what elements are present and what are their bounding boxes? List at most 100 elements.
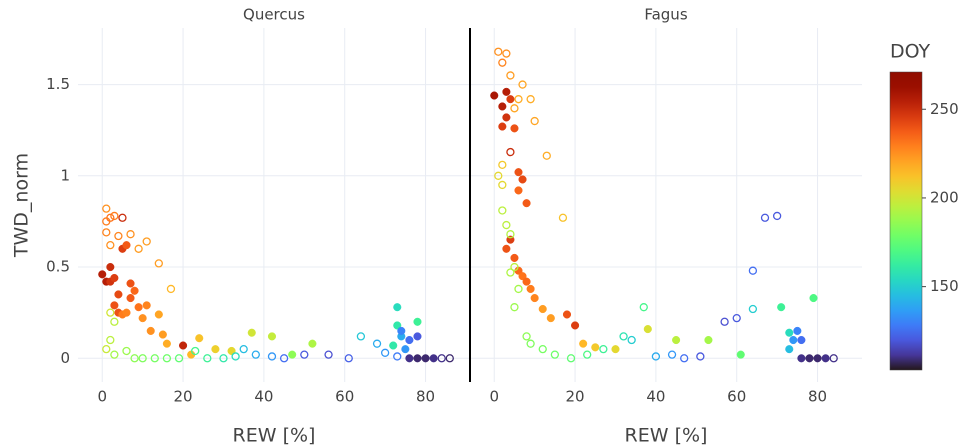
point bbox=[102, 228, 111, 237]
point bbox=[498, 180, 507, 190]
x-tick-label: 40 bbox=[254, 388, 273, 406]
x-tick-label: 0 bbox=[489, 388, 499, 406]
point bbox=[126, 294, 135, 303]
point bbox=[526, 339, 535, 348]
point bbox=[191, 346, 200, 356]
point bbox=[772, 211, 782, 221]
point bbox=[797, 354, 806, 363]
point bbox=[748, 266, 758, 275]
point bbox=[372, 339, 382, 348]
point bbox=[437, 354, 446, 363]
colorbar-tick-label: 150 bbox=[930, 277, 959, 295]
point bbox=[393, 303, 402, 312]
point bbox=[110, 317, 119, 326]
panel-title: Quercus bbox=[243, 6, 305, 24]
point bbox=[227, 346, 236, 356]
point bbox=[288, 350, 297, 359]
point bbox=[510, 262, 519, 272]
point bbox=[571, 321, 580, 330]
point bbox=[102, 345, 111, 354]
point bbox=[138, 314, 147, 323]
point bbox=[251, 350, 260, 359]
point bbox=[393, 321, 402, 330]
point bbox=[344, 354, 353, 363]
point bbox=[397, 326, 406, 335]
point bbox=[498, 122, 507, 131]
point bbox=[514, 284, 523, 294]
point bbox=[106, 240, 115, 250]
point bbox=[401, 345, 410, 354]
point bbox=[110, 273, 119, 283]
x-tick-label: 80 bbox=[416, 388, 435, 406]
point bbox=[122, 346, 131, 356]
point bbox=[130, 354, 139, 363]
point bbox=[389, 341, 398, 350]
point bbox=[106, 262, 115, 272]
point bbox=[736, 350, 745, 359]
point bbox=[267, 332, 277, 341]
point bbox=[114, 290, 123, 299]
point bbox=[510, 253, 519, 262]
point bbox=[793, 326, 802, 335]
point bbox=[239, 345, 248, 354]
point bbox=[789, 335, 798, 345]
point bbox=[154, 310, 163, 319]
point bbox=[502, 220, 511, 230]
point bbox=[122, 241, 131, 250]
point bbox=[506, 230, 515, 239]
point bbox=[102, 204, 111, 213]
point bbox=[154, 259, 163, 268]
point bbox=[704, 335, 713, 345]
point bbox=[583, 350, 592, 359]
point bbox=[510, 303, 519, 312]
point bbox=[558, 213, 568, 222]
point bbox=[522, 199, 531, 208]
point bbox=[110, 350, 119, 359]
point bbox=[142, 237, 151, 246]
point bbox=[134, 303, 143, 312]
point bbox=[118, 213, 127, 222]
x-tick-label: 80 bbox=[808, 388, 827, 406]
point bbox=[502, 49, 511, 58]
point bbox=[134, 244, 143, 253]
point bbox=[126, 279, 135, 288]
point bbox=[413, 354, 422, 363]
point bbox=[498, 102, 507, 111]
point bbox=[777, 303, 786, 312]
point bbox=[732, 313, 741, 323]
point bbox=[785, 345, 794, 354]
point bbox=[566, 354, 576, 363]
point bbox=[429, 354, 438, 363]
point bbox=[522, 332, 531, 341]
point bbox=[619, 332, 628, 341]
point bbox=[829, 354, 838, 363]
point bbox=[538, 345, 547, 354]
point bbox=[530, 294, 539, 303]
point bbox=[514, 168, 523, 177]
point bbox=[502, 87, 511, 96]
y-tick-label: 0 bbox=[60, 349, 70, 367]
point bbox=[405, 354, 414, 363]
point bbox=[538, 304, 547, 314]
point bbox=[166, 284, 176, 294]
point bbox=[130, 286, 139, 295]
point bbox=[502, 244, 511, 253]
point bbox=[813, 354, 822, 363]
point bbox=[195, 334, 204, 343]
point bbox=[785, 328, 794, 337]
x-tick-label: 0 bbox=[97, 388, 107, 406]
point bbox=[667, 350, 677, 359]
point bbox=[514, 186, 523, 195]
point bbox=[498, 206, 507, 215]
x-axis-title: REW [%] bbox=[233, 425, 316, 446]
point bbox=[546, 314, 555, 323]
point bbox=[696, 352, 705, 361]
colorbar-title: DOY bbox=[890, 41, 931, 63]
point bbox=[599, 345, 608, 354]
point bbox=[506, 147, 515, 157]
point bbox=[110, 301, 119, 310]
point bbox=[98, 270, 107, 279]
point bbox=[720, 317, 729, 326]
point bbox=[748, 304, 758, 314]
point bbox=[502, 113, 511, 122]
